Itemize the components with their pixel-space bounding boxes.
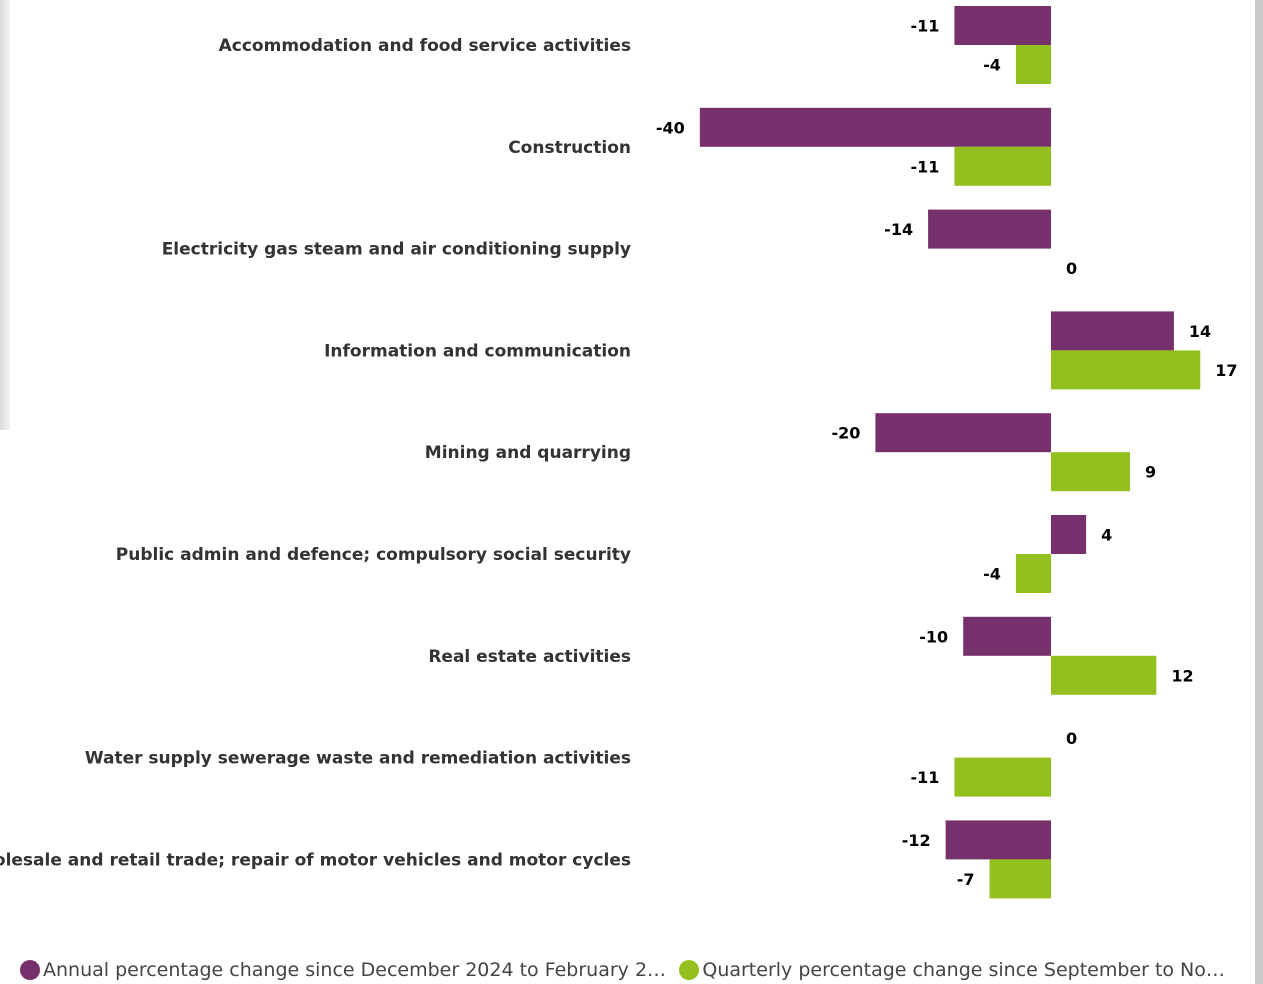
bar-annual[interactable] [875,413,1051,453]
legend-quarterly-label: Quarterly percentage change since Septem… [702,959,1235,981]
bar-annual[interactable] [1051,515,1087,554]
legend-item-quarterly[interactable]: Quarterly percentage change since Septem… [679,959,1235,981]
bar-quarterly[interactable] [1051,655,1157,695]
bar-quarterly[interactable] [989,859,1051,899]
data-label-quarterly: -11 [911,768,940,787]
bar-quarterly[interactable] [1015,554,1051,593]
bar-quarterly[interactable] [1051,452,1131,492]
category-label: Mining and quarrying [425,443,631,463]
data-label-annual: 4 [1101,526,1112,545]
category-labels: Accommodation and food service activitie… [0,36,631,870]
data-label-annual: 0 [1066,729,1077,748]
category-label: Electricity gas steam and air conditioni… [162,240,631,260]
bar-annual[interactable] [928,209,1051,249]
data-label-annual: -14 [884,220,913,239]
data-label-quarterly: -4 [983,56,1001,75]
category-label: Water supply sewerage waste and remediat… [85,749,631,769]
bar-quarterly[interactable] [954,146,1051,186]
data-label-quarterly: 17 [1215,361,1237,380]
data-labels: -11 -4 -40 -11 -14 0 14 17 -20 9 4 -4 -10 12 0 -11 -12 -7 [656,17,1238,889]
category-label: Public admin and defence; compulsory soc… [116,545,631,565]
data-label-quarterly: 0 [1066,259,1077,278]
bar-annual[interactable] [945,820,1051,860]
data-label-annual: -20 [831,424,860,443]
data-label-quarterly: 9 [1145,463,1156,482]
data-label-quarterly: -7 [957,870,975,889]
bar-annual[interactable] [954,6,1051,45]
legend-annual-dot-icon [20,960,40,980]
legend: Annual percentage change since December … [20,956,1245,984]
legend-quarterly-dot-icon [679,960,700,980]
bar-chart: Accommodation and food service activitie… [0,6,1238,899]
data-label-annual: -12 [902,831,931,850]
bar-quarterly[interactable] [1051,350,1201,390]
legend-annual-label: Annual percentage change since December … [43,959,670,981]
bar-annual[interactable] [1051,311,1174,351]
data-label-annual: 14 [1189,322,1211,341]
category-label: Information and communication [324,341,631,361]
legend-item-annual[interactable]: Annual percentage change since December … [20,959,669,981]
category-label: Real estate activities [428,647,631,667]
data-label-quarterly: -4 [983,565,1001,584]
left-panel-shadow [0,0,10,430]
data-label-annual: -10 [919,627,948,646]
category-label: Construction [508,138,631,158]
data-label-quarterly: -11 [911,157,940,176]
bar-annual[interactable] [963,616,1051,656]
right-scrollbar-edge [1255,0,1263,984]
data-label-annual: -40 [656,118,685,137]
bars [699,6,1201,899]
data-label-annual: -11 [911,17,940,36]
category-label: Accommodation and food service activitie… [219,36,631,56]
category-label: Wholesale and retail trade; repair of mo… [0,850,631,870]
bar-quarterly[interactable] [954,757,1051,797]
bar-annual[interactable] [699,107,1051,147]
bar-quarterly[interactable] [1015,45,1051,84]
data-label-quarterly: 12 [1171,666,1193,685]
